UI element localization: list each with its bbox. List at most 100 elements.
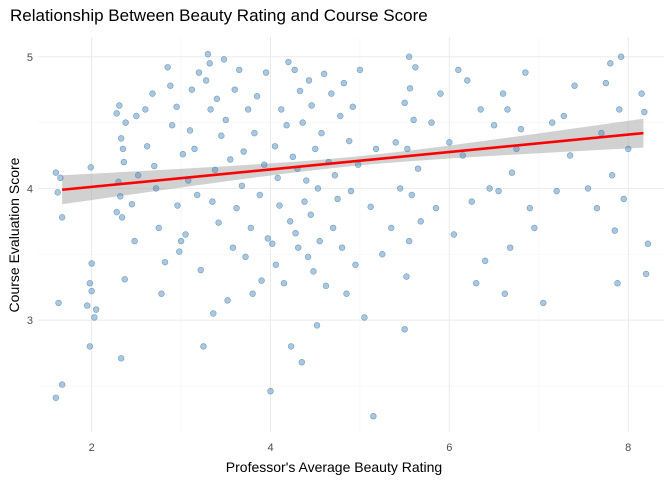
data-point — [52, 169, 60, 176]
data-point — [526, 204, 534, 212]
data-point — [117, 355, 125, 362]
data-point — [408, 191, 416, 199]
data-point — [504, 106, 511, 113]
data-point — [540, 299, 547, 307]
data-point — [608, 172, 616, 179]
data-point — [292, 229, 299, 237]
data-point — [318, 129, 325, 137]
data-point — [614, 280, 621, 287]
data-point — [620, 195, 627, 203]
data-point — [304, 253, 312, 261]
data-point — [128, 201, 136, 208]
data-point — [220, 56, 228, 63]
data-point — [617, 53, 625, 60]
data-point — [88, 287, 95, 295]
data-point — [264, 235, 272, 242]
data-point — [305, 77, 313, 84]
data-point — [215, 219, 222, 226]
data-point — [151, 162, 158, 170]
chart-title: Relationship Between Beauty Rating and C… — [10, 6, 428, 25]
data-point — [490, 122, 498, 129]
data-point — [240, 148, 247, 155]
data-point — [370, 413, 377, 420]
data-point — [412, 64, 419, 71]
data-point — [211, 166, 219, 174]
data-point — [88, 260, 95, 267]
data-point — [182, 231, 189, 238]
data-point — [244, 106, 252, 113]
data-point — [195, 69, 203, 76]
data-point — [517, 125, 525, 133]
data-point — [249, 290, 256, 297]
data-point — [642, 270, 650, 278]
data-point — [432, 204, 440, 212]
data-point — [584, 185, 592, 192]
data-point — [200, 343, 207, 350]
data-point — [313, 322, 321, 329]
data-point — [328, 90, 335, 97]
data-point — [276, 202, 283, 209]
regression-line — [62, 131, 644, 192]
data-point — [486, 185, 493, 192]
data-point — [405, 53, 413, 60]
data-point — [508, 169, 516, 176]
data-point — [204, 50, 212, 58]
data-point — [299, 119, 306, 126]
data-point — [55, 299, 62, 307]
data-point — [459, 152, 466, 159]
data-point — [229, 244, 237, 251]
data-point — [117, 135, 125, 142]
x-axis-ticks: 2 4 6 8 — [89, 442, 632, 454]
data-point — [334, 195, 341, 203]
data-point — [52, 394, 60, 401]
data-point — [379, 251, 386, 258]
data-point — [295, 244, 302, 251]
data-point — [209, 198, 216, 205]
data-point — [272, 261, 280, 268]
x-tick-label: 6 — [446, 442, 452, 454]
data-point — [320, 70, 328, 78]
data-point — [428, 119, 435, 126]
data-point — [307, 211, 314, 218]
data-point — [238, 182, 246, 189]
data-point — [113, 208, 120, 216]
data-point — [372, 145, 380, 153]
data-point — [455, 66, 462, 74]
data-point — [337, 112, 344, 120]
y-tick-label: 4 — [27, 183, 33, 195]
data-point — [522, 69, 529, 76]
fit-line-layer — [62, 131, 644, 192]
data-point — [291, 66, 298, 74]
data-point — [91, 314, 98, 321]
data-point — [258, 277, 265, 284]
data-point — [134, 172, 142, 179]
points-layer — [52, 50, 652, 420]
data-point — [406, 85, 414, 92]
data-point — [354, 161, 362, 168]
data-point — [289, 153, 297, 161]
data-point — [210, 310, 217, 317]
data-point — [269, 240, 276, 247]
data-point — [92, 306, 100, 313]
data-point — [414, 165, 422, 172]
data-point — [206, 60, 213, 67]
data-point — [152, 185, 160, 192]
data-point — [119, 145, 127, 153]
data-point — [131, 237, 138, 245]
data-point — [316, 237, 323, 245]
data-point — [343, 290, 350, 297]
data-point — [262, 69, 270, 76]
grid — [38, 37, 664, 432]
data-point — [352, 261, 359, 268]
data-point — [176, 248, 183, 255]
data-point — [361, 314, 368, 321]
data-point — [253, 93, 261, 100]
data-point — [473, 280, 480, 287]
data-point — [310, 268, 317, 275]
data-point — [410, 116, 417, 124]
data-point — [638, 90, 645, 97]
data-point — [495, 187, 502, 195]
data-point — [86, 280, 94, 287]
data-point — [155, 224, 162, 232]
data-point — [506, 244, 514, 251]
